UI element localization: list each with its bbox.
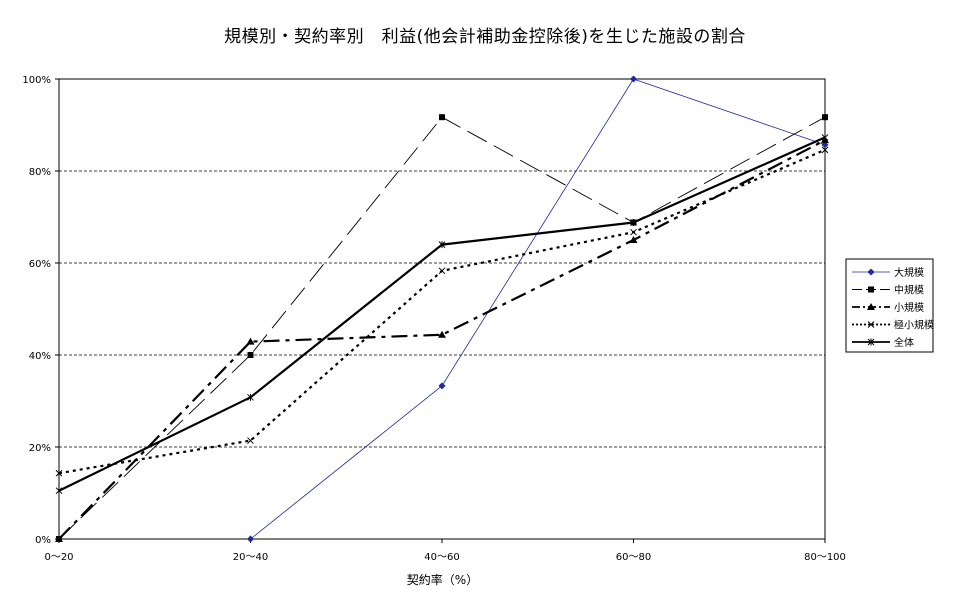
chart-title: 規模別・契約率別 利益(他会計補助金控除後)を生じた施設の割合 [224, 27, 746, 47]
legend-marker [867, 321, 875, 328]
x-tick-label: 0～20 [44, 552, 73, 563]
series-line-5 [58, 136, 826, 492]
legend-marker [867, 338, 875, 346]
legend-marker [867, 268, 875, 276]
y-tick-label: 80% [29, 167, 51, 178]
data-point [247, 535, 254, 543]
x-tick-label: 20～40 [233, 552, 268, 563]
series-line-2 [58, 116, 826, 540]
data-point [822, 114, 828, 121]
data-point [438, 382, 446, 390]
series-line-1 [250, 78, 826, 540]
y-tick-label: 100% [22, 75, 51, 86]
data-point [438, 241, 446, 249]
data-point [438, 267, 446, 275]
legend-label: 大規模 [894, 266, 924, 279]
y-tick-label: 0% [35, 535, 51, 546]
series-line-3 [58, 139, 826, 540]
legend-label: 極小規模 [894, 319, 934, 332]
data-point [246, 337, 255, 345]
x-tick-label: 80～100 [804, 552, 846, 563]
data-point [630, 75, 637, 83]
data-point [247, 393, 254, 401]
data-point [439, 114, 445, 121]
plot-border [58, 78, 826, 540]
x-tick-label: 60～80 [616, 552, 651, 563]
legend-label: 中規模 [894, 284, 924, 297]
data-point [438, 330, 446, 338]
data-point [247, 437, 254, 444]
data-point [630, 219, 637, 227]
legend-marker [868, 286, 874, 293]
data-point [55, 469, 63, 477]
y-tick-label: 40% [29, 351, 51, 362]
x-axis-title: 契約率（%） [406, 573, 479, 587]
legend-label: 小規模 [894, 302, 924, 314]
legend-box [845, 258, 934, 353]
x-tick-label: 40～60 [424, 552, 459, 563]
data-point [821, 133, 829, 141]
legend-label: 全体 [894, 336, 914, 349]
data-point [821, 146, 829, 154]
y-tick-label: 60% [29, 259, 51, 270]
data-point [247, 352, 254, 358]
series-line-4 [58, 148, 826, 475]
y-tick-label: 20% [29, 443, 51, 454]
data-point [630, 228, 637, 236]
data-point [55, 535, 63, 542]
data-point [55, 487, 63, 495]
legend-marker [867, 303, 875, 310]
data-point [629, 236, 638, 243]
